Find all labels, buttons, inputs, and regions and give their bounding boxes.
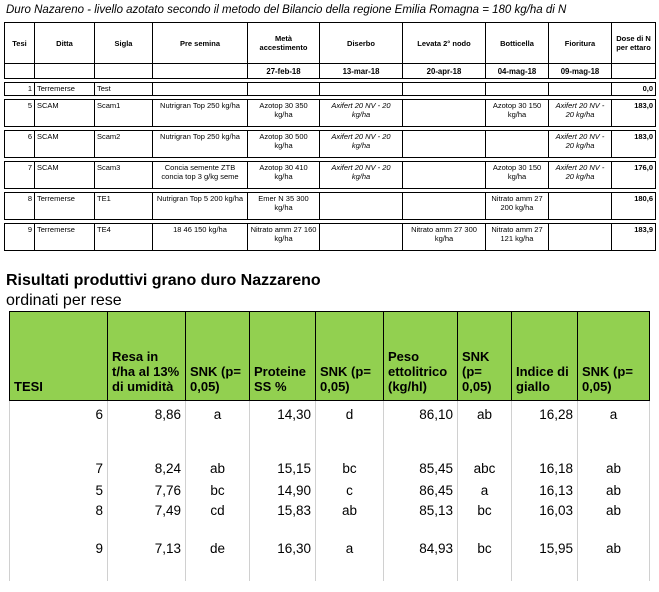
results-header-snk4: SNK (p= 0,05) — [577, 311, 650, 401]
header-pre-semina: Pre semina — [152, 22, 248, 64]
date-botticella: 04-mag-18 — [485, 63, 549, 79]
results-header-snk3: SNK (p= 0,05) — [457, 311, 512, 401]
results-header-resa: Resa in t/ha al 13% di umidità — [107, 311, 186, 401]
header-ditta: Ditta — [34, 22, 95, 64]
table-row: 8 7,49 cd 15,83 ab 85,13 bc 16,03 ab — [9, 502, 650, 541]
results-header-snk2: SNK (p= 0,05) — [315, 311, 384, 401]
results-header-row: TESI Resa in t/ha al 13% di umidità SNK … — [9, 311, 650, 401]
results-header-giallo: Indice di giallo — [511, 311, 578, 401]
table-row: 9 Terremerse TE4 18 46 150 kg/ha Nitrato… — [4, 223, 656, 251]
header-dose: Dose di N per ettaro — [611, 22, 656, 64]
header-sigla: Sigla — [94, 22, 153, 64]
results-header-snk1: SNK (p= 0,05) — [185, 311, 250, 401]
table-row: 7 SCAM Scam3 Concia semente ZTB concia t… — [4, 161, 656, 189]
header-fioritura: Fioritura — [548, 22, 612, 64]
results-title: Risultati produttivi grano duro Nazzaren… — [6, 272, 321, 289]
table-row: 6 8,86 a 14,30 d 86,10 ab 16,28 a — [9, 400, 650, 461]
table-row: 7 8,24 ab 15,15 bc 85,45 abc 16,18 ab — [9, 460, 650, 483]
results-subtitle: ordinati per rese — [6, 292, 122, 309]
header-levata: Levata 2° nodo — [402, 22, 486, 64]
fertilization-header-row: Tesi Ditta Sigla Pre semina Metà accesti… — [4, 22, 656, 64]
table-row: 8 Terremerse TE1 Nutrigran Top 5 200 kg/… — [4, 192, 656, 220]
document-title: Duro Nazareno - livello azotato secondo … — [6, 4, 567, 16]
results-header-peso: Peso ettolitrico (kg/hl) — [383, 311, 458, 401]
date-diserbo: 13-mar-18 — [319, 63, 403, 79]
date-meta: 27-feb-18 — [247, 63, 320, 79]
table-row: 1 Terremerse Test 0,0 — [4, 82, 656, 96]
dates-row: 27-feb-18 13-mar-18 20-apr-18 04-mag-18 … — [4, 63, 656, 79]
table-row: 6 SCAM Scam2 Nutrigran Top 250 kg/ha Azo… — [4, 130, 656, 158]
results-table: TESI Resa in t/ha al 13% di umidità SNK … — [9, 311, 650, 581]
date-levata: 20-apr-18 — [402, 63, 486, 79]
header-diserbo: Diserbo — [319, 22, 403, 64]
header-meta-accestimento: Metà accestimento — [247, 22, 320, 64]
fertilization-table: Tesi Ditta Sigla Pre semina Metà accesti… — [4, 22, 656, 251]
date-fioritura: 09-mag-18 — [548, 63, 612, 79]
table-row: 5 7,76 bc 14,90 c 86,45 a 16,13 ab — [9, 482, 650, 503]
header-tesi: Tesi — [4, 22, 35, 64]
results-header-tesi: TESI — [9, 311, 108, 401]
header-botticella: Botticella — [485, 22, 549, 64]
results-header-proteine: Proteine SS % — [249, 311, 316, 401]
table-row: 9 7,13 de 16,30 a 84,93 bc 15,95 ab — [9, 540, 650, 581]
table-row: 5 SCAM Scam1 Nutrigran Top 250 kg/ha Azo… — [4, 99, 656, 127]
